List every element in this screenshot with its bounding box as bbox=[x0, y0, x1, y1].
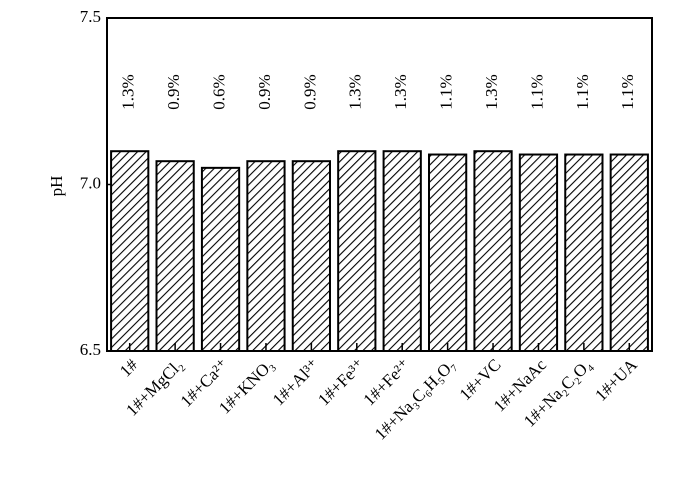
bar bbox=[155, 160, 195, 352]
bar-label: 1.3% bbox=[391, 74, 410, 109]
bar bbox=[382, 150, 422, 352]
bar bbox=[564, 153, 604, 352]
y-tick-label: 7.0 bbox=[80, 173, 101, 192]
x-tick-label: 1# bbox=[116, 355, 142, 381]
bar bbox=[291, 160, 331, 352]
bar-label: 0.9% bbox=[255, 74, 274, 109]
bar-label: 1.3% bbox=[482, 74, 501, 109]
x-tick-label: 1#+Fe³⁺ bbox=[314, 355, 368, 409]
bar-label: 1.1% bbox=[618, 74, 637, 109]
bar-label: 0.9% bbox=[164, 74, 183, 109]
x-tick-label: 1#+UA bbox=[591, 355, 641, 405]
x-tick-label: 1#+Na₃C₆H₅O₇ bbox=[371, 355, 459, 443]
bar-label: 0.6% bbox=[209, 74, 228, 109]
bar bbox=[428, 153, 468, 352]
bar-label: 1.1% bbox=[573, 74, 592, 109]
x-tick-label: 1#+Al³⁺ bbox=[269, 355, 323, 409]
bar bbox=[246, 160, 286, 352]
bar-label: 1.3% bbox=[119, 74, 138, 109]
bar bbox=[337, 150, 377, 352]
y-tick-label: 7.5 bbox=[80, 7, 101, 26]
bar bbox=[200, 166, 241, 352]
bar-label: 1.1% bbox=[527, 74, 546, 109]
bar bbox=[473, 150, 513, 352]
bar-label: 0.9% bbox=[300, 74, 319, 109]
bar bbox=[609, 153, 649, 352]
y-tick-label: 6.5 bbox=[80, 340, 101, 359]
bar bbox=[110, 150, 150, 352]
bar bbox=[518, 153, 559, 352]
y-axis-label: pH bbox=[47, 176, 66, 197]
bar-label: 1.3% bbox=[346, 74, 365, 109]
bar-label: 1.1% bbox=[437, 74, 456, 109]
